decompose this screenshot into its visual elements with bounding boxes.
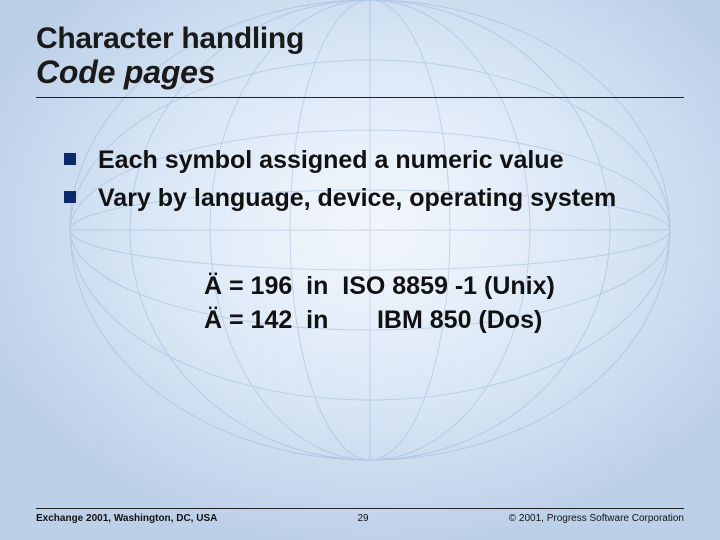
footer-left: Exchange 2001, Washington, DC, USA [36, 513, 217, 524]
bullet-item: Each symbol assigned a numeric value [64, 144, 684, 176]
footer-page-number: 29 [357, 513, 368, 524]
bullet-text: Vary by language, device, operating syst… [98, 182, 616, 214]
footer-row: Exchange 2001, Washington, DC, USA 29 © … [36, 513, 684, 524]
bullet-text: Each symbol assigned a numeric value [98, 144, 563, 176]
bullet-list: Each symbol assigned a numeric value Var… [36, 144, 684, 338]
footer-rule [36, 508, 684, 509]
title-line1: Character handling [36, 22, 684, 56]
example-line: Ä = 196 in ISO 8859 -1 (Unix) [204, 270, 684, 304]
title-block: Character handling Code pages [36, 22, 684, 98]
square-bullet-icon [64, 153, 76, 165]
bullet-item: Vary by language, device, operating syst… [64, 182, 684, 214]
title-rule [36, 97, 684, 98]
title-line2: Code pages [36, 54, 684, 91]
slide: Character handling Code pages Each symbo… [0, 0, 720, 540]
example-block: Ä = 196 in ISO 8859 -1 (Unix) Ä = 142 in… [204, 270, 684, 338]
footer: Exchange 2001, Washington, DC, USA 29 © … [36, 508, 684, 524]
example-line: Ä = 142 in IBM 850 (Dos) [204, 304, 684, 338]
footer-copyright: © 2001, Progress Software Corporation [509, 513, 684, 524]
square-bullet-icon [64, 191, 76, 203]
